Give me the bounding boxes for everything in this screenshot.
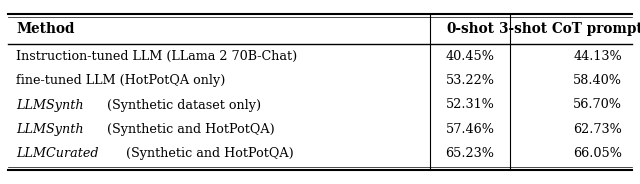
Text: (Synthetic dataset only): (Synthetic dataset only): [103, 98, 261, 112]
Text: Instruction-tuned LLM (LLama 2 70B-Chat): Instruction-tuned LLM (LLama 2 70B-Chat): [16, 50, 297, 63]
Text: 3-shot CoT prompt: 3-shot CoT prompt: [499, 22, 640, 36]
Text: 44.13%: 44.13%: [573, 50, 622, 63]
Text: 62.73%: 62.73%: [573, 123, 622, 136]
Text: Method: Method: [16, 22, 74, 36]
Text: (Synthetic and HotPotQA): (Synthetic and HotPotQA): [103, 123, 275, 136]
Text: 65.23%: 65.23%: [445, 147, 495, 160]
Text: 53.22%: 53.22%: [445, 74, 495, 87]
Text: 66.05%: 66.05%: [573, 147, 622, 160]
Text: LLMCurated: LLMCurated: [16, 147, 99, 160]
Text: 57.46%: 57.46%: [445, 123, 495, 136]
Text: 40.45%: 40.45%: [445, 50, 495, 63]
Text: 52.31%: 52.31%: [445, 98, 495, 112]
Text: 56.70%: 56.70%: [573, 98, 622, 112]
Text: (Synthetic and HotPotQA): (Synthetic and HotPotQA): [122, 147, 294, 160]
Text: LLMSynth: LLMSynth: [16, 123, 84, 136]
Text: 58.40%: 58.40%: [573, 74, 622, 87]
Text: fine-tuned LLM (HotPotQA only): fine-tuned LLM (HotPotQA only): [16, 74, 225, 87]
Text: LLMSynth: LLMSynth: [16, 98, 84, 112]
Text: 0-shot: 0-shot: [446, 22, 494, 36]
